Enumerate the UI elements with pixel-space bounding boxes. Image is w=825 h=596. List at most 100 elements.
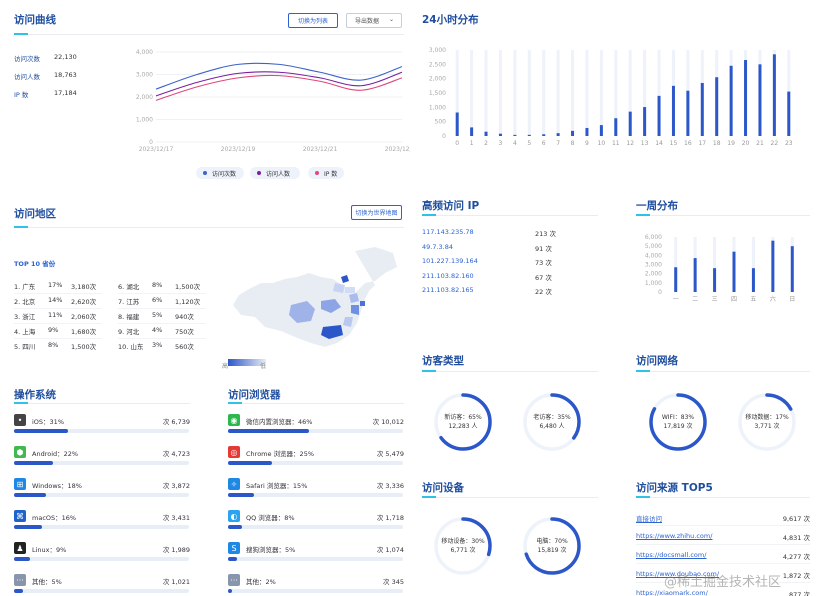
x-tick-label: 20 xyxy=(742,140,750,147)
hebei-region xyxy=(333,283,345,293)
item-count: 3,336 次 xyxy=(376,482,404,490)
hours-title: 24小时分布 xyxy=(422,14,479,26)
donut-text: 电脑：70% 15,819 次 xyxy=(512,537,592,555)
province-count: 2,620次 xyxy=(71,298,97,306)
stat-label: IP 数 xyxy=(14,91,29,99)
x-tick-label: 8 xyxy=(571,140,575,147)
item-count: 1,718 次 xyxy=(376,514,404,522)
row-divider xyxy=(14,308,102,309)
donut-chart xyxy=(434,517,492,575)
bar-五 xyxy=(751,268,755,292)
donut-label: 电脑：70% xyxy=(536,538,568,545)
progress-fill xyxy=(14,557,30,561)
android-icon: ⬢ xyxy=(14,446,26,458)
item-label: 搜狗浏览器：5% xyxy=(246,546,296,554)
item-label: QQ 浏览器：8% xyxy=(246,514,295,522)
source-link[interactable]: 直接访问 xyxy=(636,515,662,523)
ip-count: 91 次 xyxy=(535,244,552,253)
legend-item[interactable]: IP 数 xyxy=(308,167,344,179)
bar-8 xyxy=(571,130,575,136)
item-label: 微信内置浏览器：46% xyxy=(246,418,313,426)
y-tick-label: 5,000 xyxy=(645,243,662,250)
province-pct: 5% xyxy=(152,311,163,319)
x-tick-label: 22 xyxy=(771,140,779,147)
visitor-title: 访客类型 xyxy=(422,355,464,367)
source-count: 877 次 xyxy=(789,591,810,596)
y-tick-label: 0 xyxy=(149,139,153,146)
export-data-dropdown[interactable]: 导出数据 ⌄ xyxy=(346,13,402,28)
donut-value: 15,819 次 xyxy=(537,547,567,554)
bar-track xyxy=(527,50,531,136)
bar-1 xyxy=(470,127,474,136)
province-name: 10. 山东 xyxy=(118,343,144,351)
bar-track xyxy=(614,50,618,136)
province-pct: 8% xyxy=(152,281,163,289)
x-tick-label: 5 xyxy=(527,140,531,147)
ip-address[interactable]: 211.103.82.165 xyxy=(422,286,474,294)
progress-fill xyxy=(228,429,309,433)
watermark: @稀土掘金技术社区 xyxy=(664,575,782,590)
bar-6 xyxy=(542,134,546,136)
legend-label: 访问次数 xyxy=(212,170,237,178)
x-tick-label: 0 xyxy=(455,140,459,147)
donut-value: 3,771 次 xyxy=(754,423,780,430)
legend-item[interactable]: 访问人数 xyxy=(250,167,300,179)
source-count: 4,831 次 xyxy=(782,534,810,542)
province-pct: 9% xyxy=(48,326,59,334)
china-map xyxy=(233,247,397,347)
donut-label: 新访客：65% xyxy=(444,414,482,421)
y-tick-label: 500 xyxy=(435,119,447,126)
bar-二 xyxy=(693,258,697,292)
legend-dot xyxy=(203,171,207,175)
sogou-icon: S xyxy=(228,542,240,554)
y-tick-label: 3,000 xyxy=(136,72,153,79)
ip-address[interactable]: 211.103.82.160 xyxy=(422,271,474,280)
chevron-down-icon: ⌄ xyxy=(388,16,394,23)
bar-track xyxy=(628,50,632,136)
item-count: 5,479 次 xyxy=(376,450,404,458)
source-link[interactable]: https://xiaomark.com/ xyxy=(636,589,708,596)
source-link[interactable]: https://www.zhihu.com/ xyxy=(636,532,713,540)
bar-track xyxy=(513,50,517,136)
other-icon: ··· xyxy=(14,574,26,586)
progress-track xyxy=(14,557,189,561)
row-divider xyxy=(636,544,810,545)
row-divider xyxy=(14,293,102,294)
legend-label: IP 数 xyxy=(324,170,338,178)
item-label: Linux：9% xyxy=(32,546,67,554)
legend-dot xyxy=(257,171,261,175)
donut-value: 12,283 人 xyxy=(448,423,478,430)
province-pct: 14% xyxy=(48,296,63,304)
province-pct: 4% xyxy=(152,326,163,334)
bar-track xyxy=(556,50,560,136)
bar-11 xyxy=(614,118,618,136)
ip-address[interactable]: 117.143.235.78 xyxy=(422,228,474,236)
switch-to-list-button[interactable]: 切换为列表 xyxy=(288,13,338,28)
source-link[interactable]: https://docsmall.com/ xyxy=(636,551,707,559)
series-line-2 xyxy=(155,74,403,101)
row-divider xyxy=(118,293,206,294)
x-tick-label: 2023/12/19 xyxy=(221,146,256,153)
donut-label: WIFI：83% xyxy=(661,414,695,421)
item-count: 345 次 xyxy=(383,578,404,586)
y-tick-label: 3,000 xyxy=(429,47,446,54)
ip-address[interactable]: 49.7.3.84 xyxy=(422,242,454,251)
x-tick-label: 14 xyxy=(655,140,663,147)
source-link[interactable]: https://www.doubao.com/ xyxy=(636,570,720,578)
province-name: 7. 江苏 xyxy=(118,298,140,306)
switch-to-world-map-button[interactable]: 切换为世界地图 xyxy=(351,205,402,220)
item-count: 1,989 次 xyxy=(162,546,190,554)
item-label: Android：22% xyxy=(32,450,79,458)
bar-三 xyxy=(713,268,717,292)
row-divider xyxy=(118,338,206,339)
legend-item[interactable]: 访问次数 xyxy=(196,167,244,179)
progress-fill xyxy=(228,557,237,561)
y-tick-label: 2,500 xyxy=(429,61,446,68)
bar-日 xyxy=(790,246,794,292)
map-outline xyxy=(233,247,397,347)
item-count: 3,872 次 xyxy=(162,482,190,490)
ip-address[interactable]: 101.227.139.164 xyxy=(422,257,478,265)
beijing-region xyxy=(341,275,349,283)
bar-track xyxy=(674,237,678,292)
